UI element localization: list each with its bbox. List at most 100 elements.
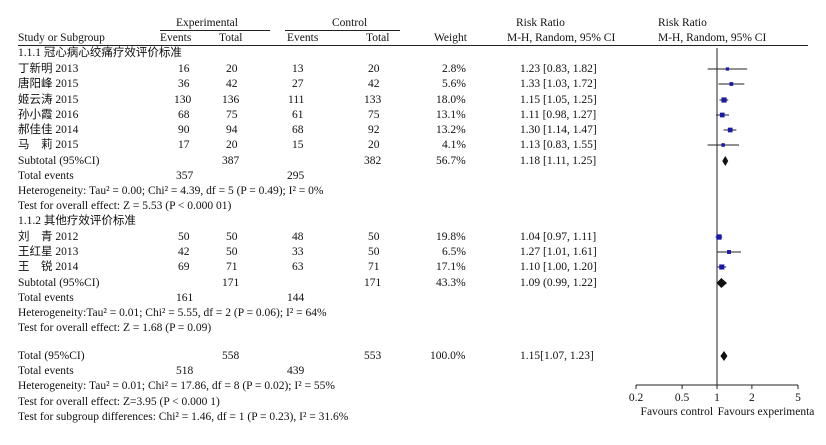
header-risk-ratio-plot: Risk Ratio <box>658 17 707 29</box>
overall-effect-text: Test for overall effect: Z = 1.68 (P = 0… <box>18 322 212 334</box>
risk-ratio-ci: 1.27 [1.01, 1.61] <box>520 246 597 258</box>
total-control: 50 <box>368 246 380 258</box>
weight-value: 6.5% <box>442 246 466 258</box>
risk-ratio-ci: 1.11 [0.98, 1.27] <box>520 109 597 121</box>
x-tick-label: 1 <box>714 392 720 404</box>
total-control: 42 <box>368 78 380 90</box>
study-name: 唐阳峰 2015 <box>18 78 79 90</box>
events-experimental: 42 <box>178 246 190 258</box>
study-name: 郝佳佳 2014 <box>18 124 79 136</box>
total-events-label: Total events <box>18 365 74 377</box>
total-experimental: 20 <box>226 63 238 75</box>
weight-value: 5.6% <box>442 78 466 90</box>
favours-experimental-label: Favours experimenta <box>718 406 815 418</box>
favours-control-label: Favours control <box>641 406 714 418</box>
total-experimental: 94 <box>226 124 238 136</box>
study-square <box>725 67 730 71</box>
total-experimental: 50 <box>226 231 238 243</box>
summary-diamond <box>720 351 728 361</box>
study-name: 王 锐 2014 <box>18 261 79 273</box>
header-method-plot: M-H, Random, 95% CI <box>658 32 767 44</box>
study-name: 孙小霞 2016 <box>18 109 79 121</box>
subtotal-label: Subtotal (95%CI) <box>18 155 100 167</box>
events-control: 33 <box>292 246 304 258</box>
risk-ratio-ci: 1.13 [0.83, 1.55] <box>520 139 597 151</box>
study-square <box>729 82 734 86</box>
total-events-control: 144 <box>287 292 305 304</box>
events-control: 63 <box>292 261 304 273</box>
header-method: M-H, Random, 95% CI <box>507 32 616 44</box>
total-total-experimental: 558 <box>222 350 240 362</box>
total-control: 20 <box>368 139 380 151</box>
subtotal-weight: 56.7% <box>436 155 466 167</box>
events-experimental: 90 <box>178 124 190 136</box>
weight-value: 13.1% <box>436 109 466 121</box>
total-experimental: 20 <box>226 139 238 151</box>
weight-value: 4.1% <box>442 139 466 151</box>
weight-value: 13.2% <box>436 124 466 136</box>
x-tick-label: 0.5 <box>675 392 690 404</box>
heterogeneity-text: Heterogeneity: Tau² = 0.01; Chi² = 17.86… <box>18 380 335 392</box>
events-experimental: 17 <box>178 139 190 151</box>
heterogeneity-text: Heterogeneity:Tau² = 0.01; Chi² = 5.55, … <box>18 307 327 319</box>
total-label: Total (95%CI) <box>18 350 85 362</box>
header-experimental: Experimental <box>176 17 238 29</box>
total-total-control: 553 <box>364 350 382 362</box>
study-square <box>727 250 731 254</box>
weight-value: 2.8% <box>442 63 466 75</box>
subtotal-total-control: 171 <box>364 277 382 289</box>
header-rule <box>18 45 808 46</box>
total-ci: 1.15[1.07, 1.23] <box>520 350 594 362</box>
subtotal-total-experimental: 387 <box>222 155 240 167</box>
overall-effect-text: Test for overall effect: Z = 5.53 (P < 0… <box>18 200 232 212</box>
total-events-control: 295 <box>287 170 305 182</box>
header-events-control: Events <box>287 32 319 44</box>
header-events-experimental: Events <box>160 32 192 44</box>
study-name: 姬云涛 2015 <box>18 94 79 106</box>
risk-ratio-ci: 1.23 [0.83, 1.82] <box>520 63 597 75</box>
subtotal-ci: 1.09 (0.99, 1.22] <box>520 277 597 289</box>
header-total-control: Total <box>366 32 390 44</box>
total-experimental: 136 <box>222 94 240 106</box>
subtotal-label: Subtotal (95%CI) <box>18 277 100 289</box>
study-square <box>716 234 722 240</box>
study-square <box>719 112 725 118</box>
events-experimental: 69 <box>178 261 190 273</box>
events-experimental: 50 <box>178 231 190 243</box>
events-experimental: 130 <box>174 94 192 106</box>
total-events-control: 439 <box>287 365 305 377</box>
x-tick-label: 0.2 <box>629 392 644 404</box>
risk-ratio-ci: 1.30 [1.14, 1.47] <box>520 124 597 136</box>
events-control: 111 <box>288 94 305 106</box>
total-events-experimental: 518 <box>176 365 194 377</box>
total-experimental: 71 <box>226 261 238 273</box>
subgroup-difference-text: Test for subgroup differences: Chi² = 1.… <box>18 411 349 423</box>
total-weight: 100.0% <box>430 350 466 362</box>
risk-ratio-ci: 1.15 [1.05, 1.25] <box>520 94 597 106</box>
study-square <box>721 143 725 147</box>
events-experimental: 36 <box>178 78 190 90</box>
header-risk-ratio: Risk Ratio <box>516 17 565 29</box>
events-control: 15 <box>292 139 304 151</box>
subtotal-weight: 43.3% <box>436 277 466 289</box>
total-experimental: 42 <box>226 78 238 90</box>
study-square <box>719 264 725 270</box>
events-control: 68 <box>292 124 304 136</box>
total-experimental: 75 <box>226 109 238 121</box>
events-control: 48 <box>292 231 304 243</box>
total-control: 75 <box>368 109 380 121</box>
subtotal-total-control: 382 <box>364 155 382 167</box>
events-control: 61 <box>292 109 304 121</box>
summary-diamond <box>716 278 728 288</box>
header-total-experimental: Total <box>219 32 243 44</box>
risk-ratio-ci: 1.04 [0.97, 1.11] <box>520 231 597 243</box>
study-name: 刘 青 2012 <box>18 231 79 243</box>
total-events-experimental: 161 <box>176 292 194 304</box>
group-title: 1.1.1 冠心病心绞痛疗效评价标准 <box>18 47 182 59</box>
weight-value: 18.0% <box>436 94 466 106</box>
study-name: 王红星 2013 <box>18 246 79 258</box>
total-control: 50 <box>368 231 380 243</box>
subtotal-ci: 1.18 [1.11, 1.25] <box>520 155 597 167</box>
header-rule-experimental <box>160 30 270 31</box>
